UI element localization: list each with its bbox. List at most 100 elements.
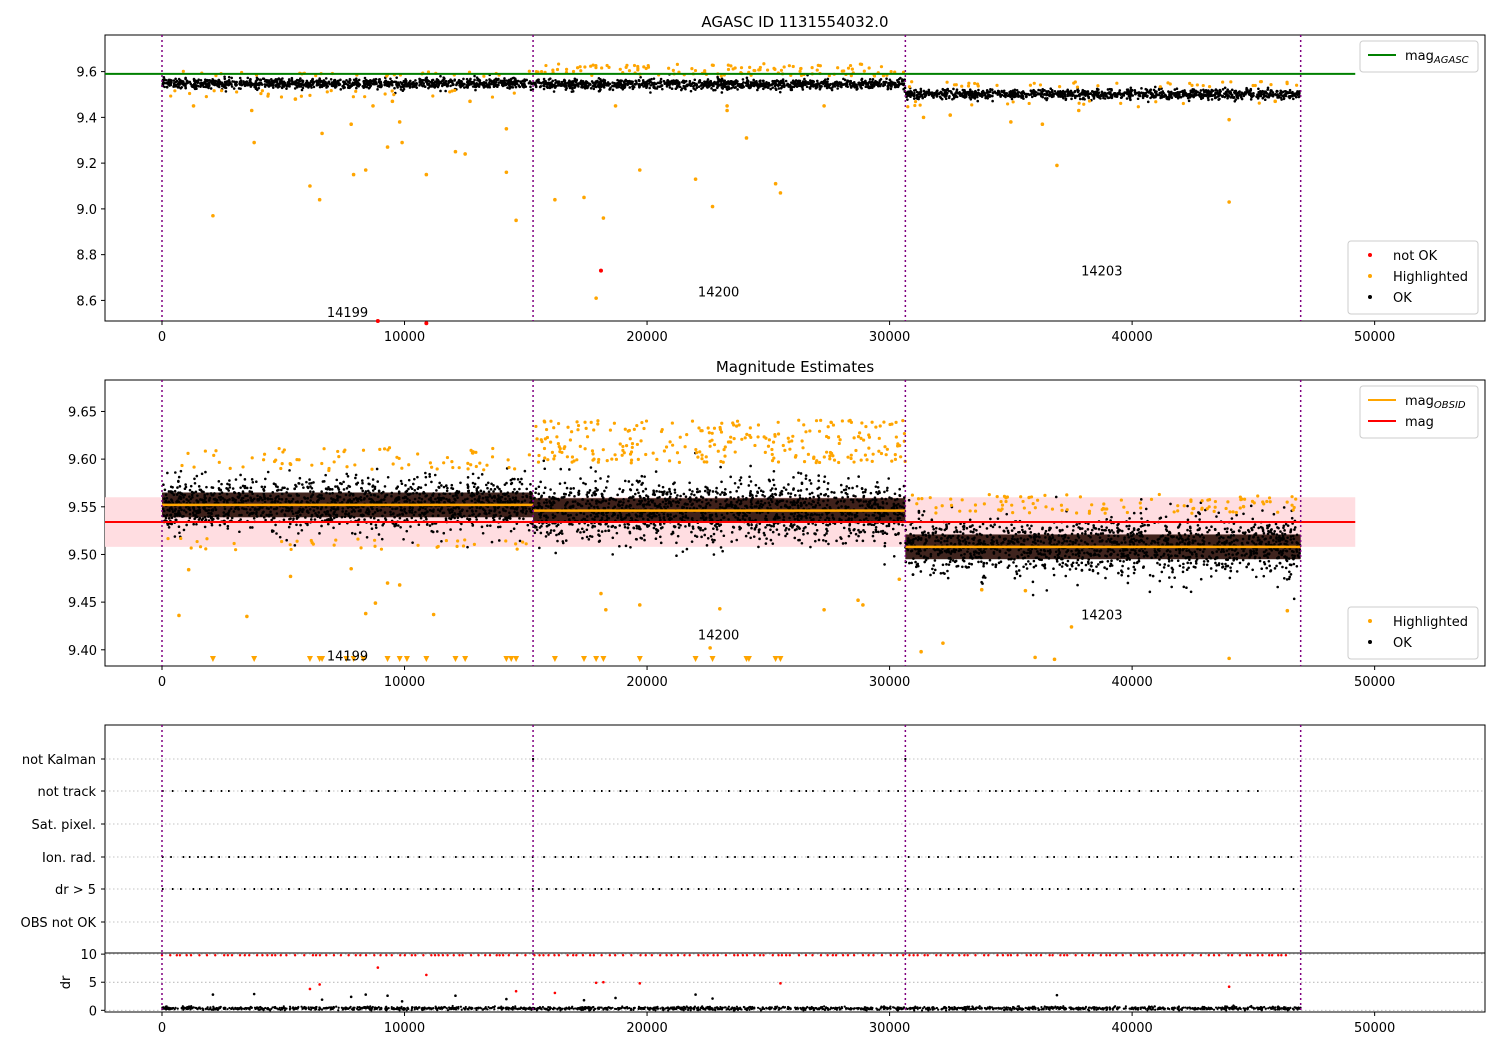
ok-point — [193, 481, 197, 485]
ok-point — [362, 498, 366, 501]
ok-point — [173, 535, 177, 538]
ok-point — [1215, 92, 1219, 95]
ok-point — [208, 496, 212, 500]
ok-point — [286, 84, 289, 88]
ok-point — [520, 482, 524, 486]
highlighted-point — [249, 108, 254, 113]
ok-point — [402, 538, 405, 541]
highlighted-point — [390, 89, 394, 93]
ok-point — [1099, 93, 1103, 97]
ok-point — [996, 89, 1000, 93]
ok-point — [458, 84, 461, 87]
ok-point — [1181, 89, 1184, 93]
ok-point — [590, 80, 594, 83]
ok-point — [178, 80, 182, 83]
ok-point — [430, 529, 434, 533]
ok-point — [209, 492, 213, 495]
ok-point — [462, 514, 466, 518]
ok-point — [832, 82, 836, 85]
ok-point — [868, 77, 872, 81]
ok-point — [453, 512, 457, 515]
ok-point — [479, 489, 483, 493]
highlighted-point — [693, 68, 698, 73]
ok-point — [284, 500, 287, 504]
ok-point — [317, 511, 321, 514]
highlighted-point — [954, 83, 958, 87]
ok-point — [1066, 94, 1070, 98]
highlighted-point — [1055, 163, 1059, 168]
ok-point — [909, 92, 912, 96]
ok-point — [570, 86, 574, 90]
highlighted-point — [1257, 101, 1261, 105]
ok-point — [525, 78, 528, 82]
ok-point — [295, 492, 299, 496]
ok-point — [435, 530, 439, 533]
ok-point — [734, 86, 737, 89]
ok-point — [626, 82, 629, 85]
ok-point — [468, 79, 471, 82]
ok-point — [700, 83, 704, 86]
ok-point — [728, 82, 731, 86]
ok-point — [571, 90, 575, 93]
ok-point — [1017, 94, 1020, 98]
ok-point — [413, 489, 417, 492]
ok-point — [258, 495, 262, 499]
ok-point — [1214, 88, 1218, 91]
highlighted-point — [1076, 108, 1081, 113]
ok-point — [1177, 91, 1181, 94]
ok-point — [386, 84, 389, 88]
ok-point — [962, 89, 966, 92]
ok-point — [858, 81, 861, 85]
ok-point — [709, 79, 713, 83]
ok-point — [365, 80, 368, 83]
ok-point — [749, 86, 752, 89]
ok-point — [498, 525, 502, 529]
ok-point — [369, 516, 373, 519]
highlighted-point — [575, 66, 580, 70]
ok-point — [227, 75, 231, 79]
ok-point — [446, 84, 449, 88]
highlighted-point — [235, 90, 239, 94]
not-ok-point — [375, 319, 380, 323]
highlighted-point — [392, 93, 396, 97]
ok-point — [440, 84, 444, 88]
ok-point — [191, 511, 195, 515]
ok-point — [362, 85, 366, 89]
ok-point — [511, 490, 515, 494]
ok-point — [617, 85, 621, 89]
ok-point — [300, 528, 304, 532]
ok-point — [345, 486, 349, 490]
highlighted-point — [557, 62, 561, 66]
ok-point — [474, 515, 478, 519]
ok-point — [720, 82, 723, 85]
ok-point — [943, 92, 947, 96]
ok-point — [366, 489, 370, 493]
ok-point — [623, 86, 626, 89]
ok-point — [351, 81, 355, 85]
ok-point — [309, 518, 313, 521]
ok-point — [1015, 89, 1019, 92]
ok-point — [470, 509, 474, 512]
ok-point — [461, 499, 465, 503]
highlighted-point — [363, 168, 368, 172]
ok-point — [422, 82, 426, 85]
ok-point — [453, 516, 456, 520]
ok-point — [745, 76, 749, 80]
ok-point — [283, 84, 287, 87]
ok-point — [223, 86, 227, 89]
ok-point — [307, 84, 310, 88]
ok-point — [450, 483, 454, 487]
ok-point — [376, 495, 380, 499]
ok-point — [165, 85, 169, 89]
ok-point — [1028, 93, 1031, 97]
ok-point — [471, 85, 475, 88]
ok-point — [592, 87, 596, 91]
ok-point — [648, 86, 651, 90]
highlighted-point — [719, 74, 723, 78]
ok-point — [328, 492, 332, 495]
ok-point — [373, 494, 377, 497]
ok-point — [295, 80, 298, 84]
ok-point — [176, 486, 179, 489]
highlighted-point — [921, 115, 926, 120]
ok-point — [395, 76, 398, 79]
